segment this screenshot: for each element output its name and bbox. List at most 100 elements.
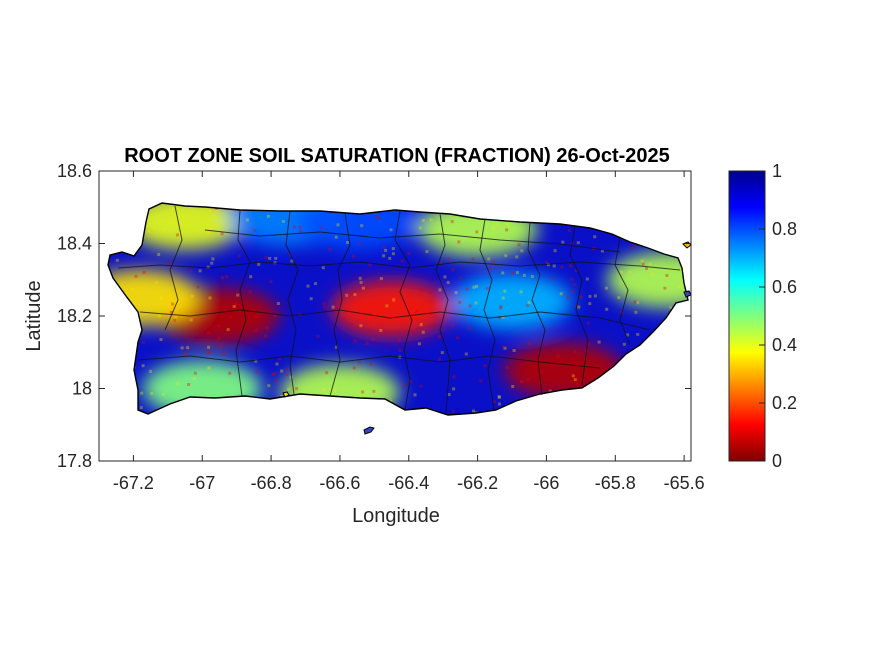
saturation-region — [606, 251, 688, 308]
texture-speck — [176, 382, 180, 385]
texture-speck — [358, 242, 361, 246]
texture-speck — [519, 380, 523, 384]
texture-speck — [271, 372, 275, 376]
texture-speck — [161, 393, 165, 397]
texture-speck — [474, 301, 478, 305]
texture-speck — [417, 342, 421, 346]
texture-speck — [447, 393, 451, 396]
texture-speck — [409, 380, 413, 384]
texture-speck — [497, 316, 501, 320]
texture-speck — [419, 384, 423, 388]
y-tick-label: 17.8 — [57, 451, 92, 471]
texture-speck — [601, 249, 604, 253]
texture-speck — [489, 266, 493, 270]
y-tick-label: 18.4 — [57, 234, 92, 254]
texture-speck — [451, 268, 455, 272]
texture-speck — [285, 367, 289, 371]
texture-speck — [206, 265, 210, 269]
texture-speck — [439, 261, 443, 264]
texture-speck — [309, 297, 313, 301]
texture-speck — [245, 218, 249, 222]
texture-speck — [368, 263, 372, 267]
texture-speck — [548, 389, 552, 393]
texture-speck — [636, 301, 640, 305]
x-tick-label: -66.8 — [251, 473, 292, 493]
x-tick-label: -66.4 — [388, 473, 429, 493]
texture-speck — [211, 257, 215, 261]
texture-speck — [566, 296, 570, 300]
texture-speck — [622, 342, 626, 346]
texture-speck — [207, 366, 211, 370]
colorbar-tick-label: 0.8 — [772, 219, 797, 239]
texture-speck — [225, 275, 229, 279]
texture-speck — [573, 350, 577, 354]
texture-speck — [142, 271, 146, 274]
municipality-boundary — [285, 210, 299, 395]
texture-speck — [280, 369, 284, 373]
texture-speck — [520, 380, 524, 384]
municipality-boundary — [435, 213, 451, 415]
texture-speck — [415, 309, 419, 313]
texture-speck — [190, 294, 194, 298]
texture-speck — [232, 305, 236, 308]
saturation-region — [108, 269, 201, 326]
texture-speck — [678, 285, 682, 289]
texture-speck — [597, 340, 601, 344]
texture-speck — [377, 216, 381, 220]
texture-speck — [187, 383, 191, 386]
texture-speck — [321, 266, 325, 270]
municipality-boundary — [235, 209, 251, 397]
texture-speck — [446, 281, 450, 284]
texture-speck — [457, 240, 461, 244]
texture-speck — [498, 395, 501, 399]
texture-speck — [379, 277, 383, 281]
texture-speck — [585, 277, 589, 281]
texture-speck — [546, 263, 550, 267]
colorbar-tick-label: 0 — [772, 451, 782, 471]
texture-speck — [391, 247, 395, 251]
texture-speck — [468, 327, 472, 331]
texture-speck — [576, 241, 580, 245]
texture-speck — [398, 348, 402, 352]
texture-speck — [273, 371, 276, 375]
texture-speck — [631, 246, 635, 250]
texture-speck — [645, 267, 648, 270]
texture-speck — [140, 391, 144, 395]
texture-speck — [421, 330, 425, 334]
texture-speck — [496, 223, 500, 226]
texture-speck — [141, 364, 145, 368]
texture-speck — [155, 281, 158, 284]
texture-speck — [306, 284, 310, 288]
texture-speck — [249, 275, 253, 279]
texture-speck — [511, 385, 515, 388]
texture-speck — [389, 228, 393, 232]
texture-speck — [573, 283, 577, 287]
texture-speck — [353, 293, 357, 297]
texture-speck — [345, 293, 349, 297]
texture-speck — [368, 311, 372, 315]
texture-speck — [575, 381, 579, 385]
municipality-boundary — [479, 218, 496, 411]
texture-speck — [487, 257, 491, 261]
texture-speck — [421, 219, 425, 222]
chart-title: ROOT ZONE SOIL SATURATION (FRACTION) 26-… — [124, 145, 670, 167]
texture-speck — [159, 338, 163, 341]
texture-speck — [586, 342, 590, 346]
map-plot-area: -67.2 -67 -66.8 -66.6 -66.4 -66.2 -66 -65.8 -65.… — [57, 161, 705, 493]
texture-speck — [517, 243, 521, 247]
texture-speck — [361, 286, 365, 290]
texture-speck — [171, 333, 175, 337]
texture-speck — [633, 300, 637, 304]
y-tick-label: 18.2 — [57, 306, 92, 326]
municipality-boundary — [329, 212, 351, 397]
municipality-boundary — [164, 205, 183, 331]
texture-speck — [527, 342, 531, 346]
municipality-boundary — [117, 261, 681, 271]
texture-speck — [192, 377, 196, 380]
texture-speck — [236, 293, 240, 297]
texture-speck — [588, 302, 592, 306]
texture-speck — [458, 300, 462, 304]
texture-speck — [189, 318, 193, 322]
y-axis-label: Latitude — [23, 280, 45, 351]
